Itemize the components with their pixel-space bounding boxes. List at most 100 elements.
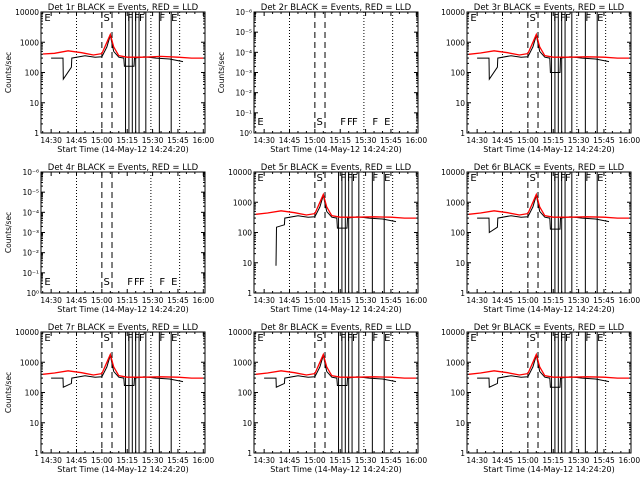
panel-title: Det 7r BLACK = Events, RED = LLD [48, 323, 199, 333]
y-axis-label: Counts/sec [4, 212, 13, 253]
marker-letter: E [470, 333, 476, 344]
x-tick-label: 14:30 [40, 136, 62, 145]
marker-letter: F [159, 277, 165, 288]
marker-letter: F [139, 333, 145, 344]
marker-letter: F [553, 13, 559, 24]
panel-title: Det 4r BLACK = Events, RED = LLD [48, 163, 199, 173]
x-axis-label: Start Time (14-May-12 14:24:20) [483, 465, 614, 474]
marker-letter: S [530, 333, 536, 344]
x-tick-label: 16:00 [192, 456, 214, 465]
plot-frame [253, 11, 419, 134]
x-tick-label: 15:15 [116, 136, 138, 145]
y-tick-label: 1000 [446, 38, 465, 47]
y-tick-label: 10⁻¹ [235, 109, 252, 118]
y-tick-label: 100 [451, 389, 466, 398]
x-axis-label: Start Time (14-May-12 14:24:20) [483, 305, 614, 314]
marker-letter: S [317, 117, 323, 128]
marker-letter: E [257, 333, 263, 344]
marker-letter: F [352, 117, 358, 128]
marker-letter: F [560, 173, 566, 184]
y-tick-label: 1000 [20, 358, 39, 367]
x-tick-label: 14:30 [466, 296, 488, 305]
marker-letter: F [127, 333, 133, 344]
marker-letter: E [44, 333, 50, 344]
detector-panel-2: E S F F F F E14:30 14:45 15:00 15:15 15:30 15:45 16:… [217, 3, 427, 154]
marker-letter: F [585, 173, 591, 184]
y-tick-label: 1 [34, 449, 39, 458]
y-tick-label: 10000 [15, 8, 39, 17]
series-events [51, 35, 184, 81]
marker-letter: E [171, 13, 177, 24]
x-tick-label: 15:45 [593, 296, 615, 305]
x-tick-label: 15:00 [517, 456, 539, 465]
marker-letter: F [159, 13, 165, 24]
x-tick-label: 15:30 [142, 136, 164, 145]
x-tick-label: 15:00 [91, 296, 113, 305]
x-tick-label: 15:15 [329, 136, 351, 145]
x-tick-label: 15:00 [91, 456, 113, 465]
x-tick-label: 14:30 [466, 456, 488, 465]
marker-letter: E [597, 333, 603, 344]
x-tick-label: 14:30 [253, 136, 275, 145]
marker-letter: F [565, 173, 571, 184]
marker-letter: F [340, 117, 346, 128]
y-tick-label: 10⁻³ [22, 229, 39, 238]
x-tick-label: 15:45 [593, 456, 615, 465]
series-lld [255, 352, 417, 379]
y-tick-label: 1000 [446, 358, 465, 367]
marker-letter: E [44, 277, 50, 288]
y-tick-label: 10⁻⁵ [235, 28, 252, 37]
x-tick-label: 16:00 [405, 296, 427, 305]
marker-letter: F [565, 333, 571, 344]
y-tick-label: 10000 [228, 168, 252, 177]
y-tick-label: 100 [451, 229, 466, 238]
marker-letter: F [340, 333, 346, 344]
marker-letter: S [104, 333, 110, 344]
plot-frame [253, 171, 419, 294]
marker-letter: S [530, 173, 536, 184]
x-tick-label: 14:45 [492, 456, 514, 465]
x-tick-label: 15:30 [355, 296, 377, 305]
y-tick-label: 10 [455, 419, 465, 428]
x-tick-label: 14:30 [253, 296, 275, 305]
x-tick-label: 15:30 [568, 456, 590, 465]
y-tick-label: 10⁻⁶ [22, 168, 39, 177]
marker-letter: F [159, 333, 165, 344]
marker-letter: F [347, 333, 353, 344]
y-axis-label: Counts/sec [217, 52, 226, 93]
marker-letter: E [257, 173, 263, 184]
y-tick-label: 1 [247, 289, 252, 298]
x-axis-label: Start Time (14-May-12 14:24:20) [57, 305, 188, 314]
x-tick-label: 15:45 [380, 456, 402, 465]
detector-panel-3: E S F F F F E14:30 14:45 15:00 15:15 15:30 15:45 16:… [441, 3, 640, 154]
y-tick-label: 1 [34, 129, 39, 138]
y-tick-label: 1 [460, 289, 465, 298]
y-tick-label: 10⁻² [22, 249, 39, 258]
plot-frame [466, 171, 632, 294]
y-tick-label: 10 [242, 259, 252, 268]
x-tick-label: 16:00 [192, 296, 214, 305]
x-tick-label: 15:15 [116, 456, 138, 465]
x-tick-label: 14:45 [66, 456, 88, 465]
x-tick-label: 14:45 [279, 296, 301, 305]
y-tick-label: 10000 [228, 328, 252, 337]
y-tick-label: 100 [25, 389, 40, 398]
panel-title: Det 6r BLACK = Events, RED = LLD [474, 163, 625, 173]
series-lld [468, 192, 630, 219]
x-tick-label: 15:00 [91, 136, 113, 145]
x-axis-label: Start Time (14-May-12 14:24:20) [270, 145, 401, 154]
marker-letter: E [597, 173, 603, 184]
y-tick-label: 10000 [441, 8, 465, 17]
series-lld [42, 352, 204, 379]
x-tick-label: 15:45 [167, 456, 189, 465]
marker-letter: F [139, 13, 145, 24]
y-tick-label: 10⁻⁴ [22, 208, 39, 217]
marker-letter: S [317, 173, 323, 184]
x-tick-label: 14:45 [492, 136, 514, 145]
x-tick-label: 16:00 [618, 456, 640, 465]
x-tick-label: 15:30 [142, 296, 164, 305]
x-tick-label: 15:45 [593, 136, 615, 145]
x-tick-label: 15:00 [517, 296, 539, 305]
x-tick-label: 14:45 [492, 296, 514, 305]
series-events [275, 195, 397, 266]
